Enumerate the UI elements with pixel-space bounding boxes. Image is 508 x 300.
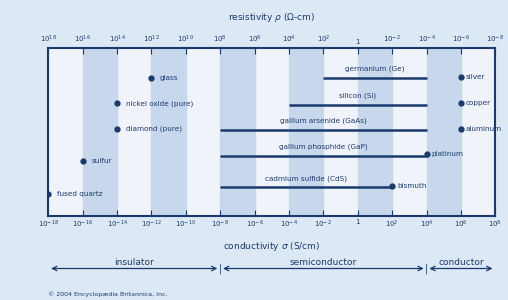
Text: $10^{6}$: $10^{6}$ <box>248 34 262 45</box>
Text: cadmium sulfide (CdS): cadmium sulfide (CdS) <box>265 175 347 182</box>
Text: glass: glass <box>160 75 178 81</box>
Text: $10^{18}$: $10^{18}$ <box>40 34 57 45</box>
Text: aluminum: aluminum <box>466 126 502 132</box>
Text: nickel oxide (pure): nickel oxide (pure) <box>125 100 193 107</box>
Bar <box>220 48 255 216</box>
Text: diamond (pure): diamond (pure) <box>125 125 182 132</box>
Text: conductor: conductor <box>438 258 484 267</box>
Text: © 2004 Encyclopædia Britannica, Inc.: © 2004 Encyclopædia Britannica, Inc. <box>48 291 168 297</box>
Text: fused quartz: fused quartz <box>57 191 102 197</box>
Text: $10^{-2}$: $10^{-2}$ <box>314 219 332 230</box>
Text: |: | <box>218 263 222 274</box>
Text: gallium phosphide (GaP): gallium phosphide (GaP) <box>279 143 368 150</box>
Text: gallium arsenide (GaAs): gallium arsenide (GaAs) <box>280 118 367 124</box>
Text: bismuth: bismuth <box>397 183 427 189</box>
Bar <box>358 48 392 216</box>
Text: $10^{-8}$: $10^{-8}$ <box>211 219 229 230</box>
Text: $10^{14}$: $10^{14}$ <box>109 34 125 45</box>
Bar <box>83 48 117 216</box>
Text: $10^{4}$: $10^{4}$ <box>282 34 296 45</box>
Text: $10^{-10}$: $10^{-10}$ <box>175 219 196 230</box>
Text: 1: 1 <box>356 219 360 225</box>
Text: |: | <box>425 263 428 274</box>
Text: $10^{2}$: $10^{2}$ <box>316 34 330 45</box>
Text: silicon (Si): silicon (Si) <box>339 93 376 99</box>
Text: $10^{-4}$: $10^{-4}$ <box>418 34 435 45</box>
Text: $10^{8}$: $10^{8}$ <box>488 219 502 230</box>
Text: $10^{16}$: $10^{16}$ <box>74 34 91 45</box>
Text: 1: 1 <box>356 39 360 45</box>
Bar <box>289 48 324 216</box>
Text: silver: silver <box>466 74 486 80</box>
Bar <box>427 48 461 216</box>
Text: $10^{2}$: $10^{2}$ <box>386 219 399 230</box>
Text: $10^{-8}$: $10^{-8}$ <box>486 34 504 45</box>
Text: $10^{-6}$: $10^{-6}$ <box>452 34 470 45</box>
Text: $10^{-12}$: $10^{-12}$ <box>141 219 162 230</box>
Text: $10^{-18}$: $10^{-18}$ <box>38 219 59 230</box>
Text: $10^{-4}$: $10^{-4}$ <box>280 219 298 230</box>
Text: $10^{12}$: $10^{12}$ <box>143 34 160 45</box>
Bar <box>151 48 186 216</box>
Text: semiconductor: semiconductor <box>290 258 357 267</box>
Text: $10^{6}$: $10^{6}$ <box>454 219 468 230</box>
Text: $10^{4}$: $10^{4}$ <box>420 219 433 230</box>
Text: $10^{10}$: $10^{10}$ <box>177 34 194 45</box>
Text: $10^{-14}$: $10^{-14}$ <box>107 219 128 230</box>
Text: conductivity $\sigma$ (S/cm): conductivity $\sigma$ (S/cm) <box>223 240 321 253</box>
Text: insulator: insulator <box>114 258 154 267</box>
Text: $10^{-2}$: $10^{-2}$ <box>383 34 401 45</box>
Text: copper: copper <box>466 100 491 106</box>
Text: germanium (Ge): germanium (Ge) <box>345 66 405 72</box>
Text: $10^{8}$: $10^{8}$ <box>213 34 227 45</box>
Text: platinum: platinum <box>432 151 464 157</box>
Text: $10^{-6}$: $10^{-6}$ <box>246 219 264 230</box>
Text: resistivity $\rho$ ($\Omega$-cm): resistivity $\rho$ ($\Omega$-cm) <box>228 11 315 24</box>
Text: $10^{-16}$: $10^{-16}$ <box>72 219 93 230</box>
Text: sulfur: sulfur <box>91 158 112 164</box>
